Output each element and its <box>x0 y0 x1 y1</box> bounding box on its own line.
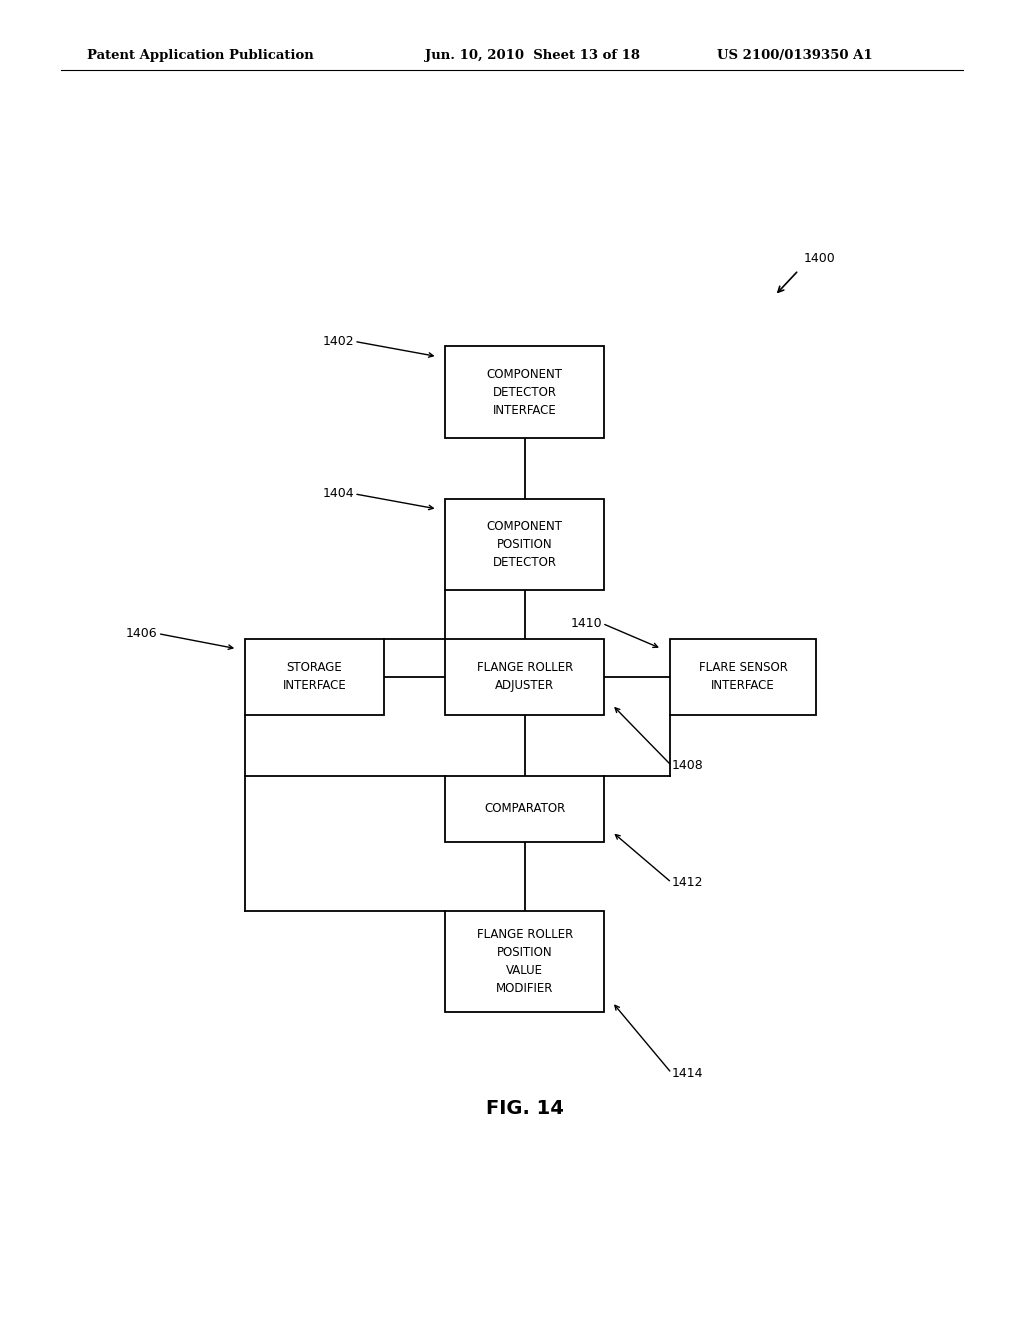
Bar <box>445 639 604 715</box>
Text: 1406: 1406 <box>126 627 158 640</box>
Bar <box>445 911 604 1012</box>
Text: FLANGE ROLLER
POSITION
VALUE
MODIFIER: FLANGE ROLLER POSITION VALUE MODIFIER <box>477 928 572 995</box>
Text: 1404: 1404 <box>323 487 354 500</box>
Text: Jun. 10, 2010  Sheet 13 of 18: Jun. 10, 2010 Sheet 13 of 18 <box>425 49 640 62</box>
Bar <box>445 499 604 590</box>
Text: 1402: 1402 <box>323 335 354 348</box>
Text: US 2100/0139350 A1: US 2100/0139350 A1 <box>717 49 872 62</box>
Bar <box>245 639 384 715</box>
Bar <box>445 346 604 438</box>
Text: 1400: 1400 <box>804 252 836 265</box>
Text: 1410: 1410 <box>570 616 602 630</box>
Text: FLARE SENSOR
INTERFACE: FLARE SENSOR INTERFACE <box>698 661 787 692</box>
Text: COMPONENT
DETECTOR
INTERFACE: COMPONENT DETECTOR INTERFACE <box>486 368 563 417</box>
Bar <box>445 776 604 842</box>
Text: COMPONENT
POSITION
DETECTOR: COMPONENT POSITION DETECTOR <box>486 520 563 569</box>
Bar <box>670 639 816 715</box>
Text: COMPARATOR: COMPARATOR <box>484 803 565 816</box>
Text: 1408: 1408 <box>672 759 703 772</box>
Text: 1412: 1412 <box>672 876 703 890</box>
Text: FLANGE ROLLER
ADJUSTER: FLANGE ROLLER ADJUSTER <box>477 661 572 692</box>
Text: 1414: 1414 <box>672 1067 703 1080</box>
Text: STORAGE
INTERFACE: STORAGE INTERFACE <box>283 661 346 692</box>
Text: Patent Application Publication: Patent Application Publication <box>87 49 313 62</box>
Text: FIG. 14: FIG. 14 <box>485 1100 564 1118</box>
